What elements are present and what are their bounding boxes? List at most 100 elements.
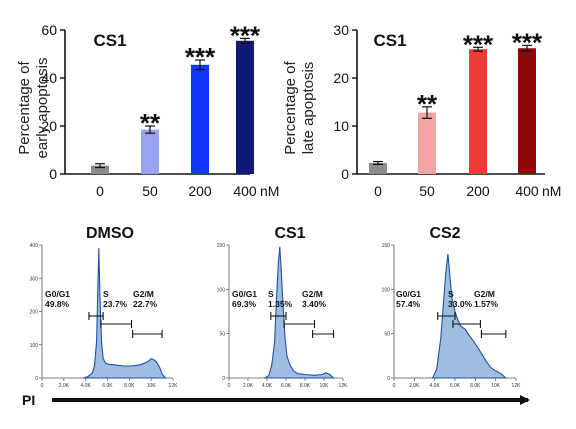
x-tick-label: 200 — [466, 183, 490, 199]
y-tick-label: 0 — [387, 376, 390, 382]
y-tick-label: 0 — [49, 166, 57, 182]
x-tick-label: 6.0K — [102, 383, 113, 389]
y-tick-label: 150 — [382, 243, 391, 249]
bar — [418, 112, 436, 174]
early-apoptosis-bar-chart: 0 20 40 60 Percentage ofearly apoptosis CS1 0 *… — [16, 20, 279, 199]
histogram-title: CS2 — [429, 225, 460, 242]
y-axis-label-line: early apoptosis — [34, 58, 51, 159]
x-tick-label: 8.0K — [300, 383, 311, 389]
x-tick-label: 8.0K — [470, 383, 481, 389]
x-unit-label: nM — [542, 183, 561, 199]
gate-name: S — [448, 289, 454, 299]
y-tick-label: 0 — [341, 166, 349, 182]
x-tick-label: 2.0K — [59, 383, 70, 389]
x-tick-label: 0 — [374, 183, 382, 199]
gate-name: G0/G1 — [396, 289, 421, 299]
gate-name: G0/G1 — [45, 289, 70, 299]
x-tick-label: 50 — [142, 183, 158, 199]
gate-percentage: 69.3% — [232, 299, 257, 309]
dmso-cell-cycle-histogram: 0 100 200 300 400 0 2.0K 4.0K 6.0K 8.0K 10K 12K DMSO… — [30, 225, 178, 389]
y-tick-label: 20 — [41, 118, 57, 134]
y-axis-label: Percentage ofearly apoptosis — [16, 58, 51, 159]
gate-percentage: 22.7% — [133, 299, 158, 309]
chart-title: CS1 — [93, 31, 126, 50]
x-tick-label: 0 — [41, 383, 44, 389]
gate-percentage: 23.7% — [103, 299, 128, 309]
x-unit-label: nM — [260, 183, 279, 199]
y-tick-label: 0 — [222, 376, 225, 382]
histogram-area — [263, 246, 335, 379]
x-tick-label: 2.0K — [409, 383, 420, 389]
bar — [236, 40, 254, 174]
x-tick-label: 2.0K — [243, 383, 254, 389]
y-axis-label-line: Percentage of — [16, 60, 33, 154]
histogram-title: CS1 — [274, 225, 305, 242]
y-tick-label: 50 — [384, 332, 390, 338]
histogram-area — [431, 253, 507, 379]
y-tick-label: 20 — [333, 70, 349, 86]
y-tick-label: 10 — [333, 118, 349, 134]
gate-percentage: 1.35% — [268, 299, 293, 309]
histogram-area — [83, 248, 167, 379]
y-tick-label: 200 — [30, 310, 39, 316]
y-tick-label: 50 — [219, 332, 225, 338]
x-tick-label: 0 — [96, 183, 104, 199]
x-tick-label: 6.0K — [450, 383, 461, 389]
x-tick-label: 12K — [339, 383, 349, 389]
y-tick-label: 100 — [30, 343, 39, 349]
gate-name: S — [103, 289, 109, 299]
y-tick-label: 100 — [217, 287, 226, 293]
y-tick-label: 0 — [35, 376, 38, 382]
x-tick-label: 4.0K — [430, 383, 441, 389]
significance-stars: *** — [463, 29, 494, 59]
pi-axis: PI — [22, 392, 530, 408]
bar — [141, 129, 159, 174]
gate-name: G2/M — [474, 289, 495, 299]
bar — [91, 165, 109, 174]
gate-percentage: 57.4% — [396, 299, 421, 309]
x-tick-label: 4.0K — [262, 383, 273, 389]
chart-title: CS1 — [373, 31, 406, 50]
significance-stars: ** — [417, 89, 438, 119]
bar — [191, 64, 209, 174]
x-tick-label: 6.0K — [281, 383, 292, 389]
x-tick-label: 50 — [419, 183, 435, 199]
y-tick-label: 40 — [41, 70, 57, 86]
bar — [369, 162, 387, 174]
y-tick-label: 30 — [333, 22, 349, 38]
x-tick-label: 10K — [147, 383, 157, 389]
significance-stars: *** — [512, 27, 543, 57]
gate-percentage: 33.0% — [448, 299, 473, 309]
gate-percentage: 49.8% — [45, 299, 70, 309]
y-tick-label: 300 — [30, 276, 39, 282]
significance-stars: *** — [230, 20, 261, 50]
x-tick-label: 0 — [393, 383, 396, 389]
x-tick-label: 10K — [320, 383, 330, 389]
cs1-cell-cycle-histogram: 0 50 100 150 0 2.0K 4.0K 6.0K 8.0K 10K 12K CS1 G0/G1… — [217, 225, 348, 389]
late-apoptosis-bar-chart: 0 10 20 30 Percentage oflate apoptosis CS1 0 **… — [282, 22, 561, 199]
y-axis-label-line: late apoptosis — [300, 62, 317, 155]
significance-stars: ** — [140, 108, 161, 138]
x-tick-label: 12K — [169, 383, 179, 389]
x-tick-label: 8.0K — [124, 383, 135, 389]
x-tick-label: 10K — [491, 383, 501, 389]
x-tick-label: 200 — [188, 183, 212, 199]
bar — [518, 48, 536, 174]
gate-name: G0/G1 — [232, 289, 257, 299]
gate-name: G2/M — [133, 289, 154, 299]
x-tick-label: 0 — [228, 383, 231, 389]
gate-name: S — [268, 289, 274, 299]
significance-stars: *** — [185, 42, 216, 72]
x-tick-label: 400 — [515, 183, 539, 199]
x-tick-label: 400 — [233, 183, 257, 199]
histogram-title: DMSO — [86, 225, 134, 242]
pi-axis-label: PI — [22, 392, 35, 408]
y-tick-label: 100 — [382, 287, 391, 293]
y-axis-label: Percentage oflate apoptosis — [282, 60, 317, 154]
gate-name: G2/M — [302, 289, 323, 299]
gate-percentage: 3.40% — [302, 299, 327, 309]
gate-percentage: 1.57% — [474, 299, 499, 309]
cs2-cell-cycle-histogram: 0 50 100 150 0 2.0K 4.0K 6.0K 8.0K 10K 12K CS2 G0/G1… — [382, 225, 521, 389]
